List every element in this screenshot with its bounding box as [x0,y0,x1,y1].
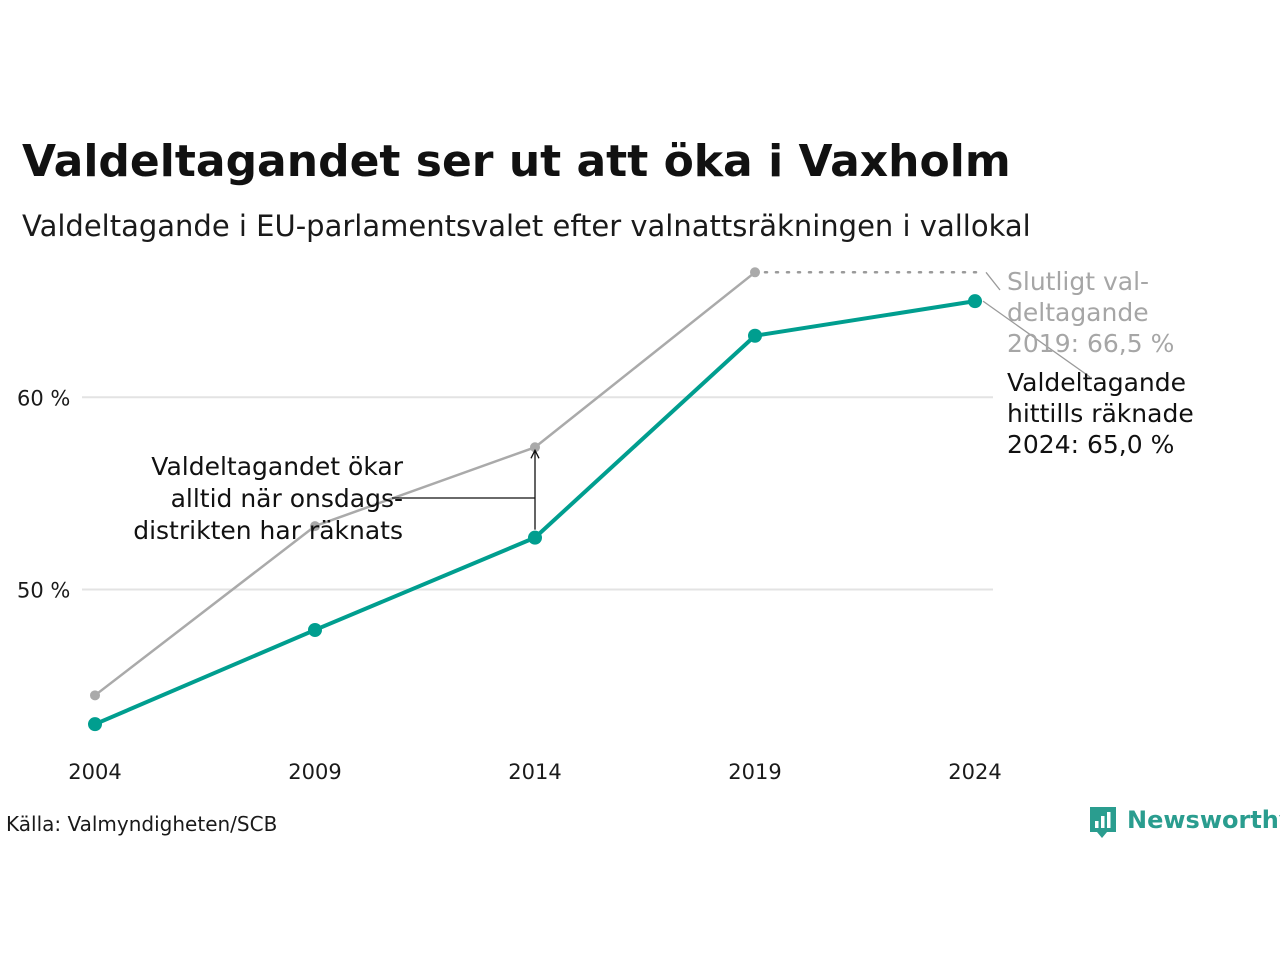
final-2019-label-line: deltagande [1007,298,1149,327]
final-turnout-point [530,442,540,453]
annotations: Slutligt val-deltagande 2019: 66,5 % Valde… [133,267,1193,545]
x-tick-label: 2014 [508,760,561,784]
counted-2024-leader [982,300,1091,378]
counted-2024-label-line: 2024: 65,0 % [1007,430,1174,459]
series-layer [88,267,982,732]
counted-turnout-point [968,294,982,309]
counted-2024-label-line: hittills räknade [1007,399,1194,428]
gap-arrow-head [530,448,540,459]
counted-2024-label: Valdeltagande hittills räknade 2024: 65,0 … [1007,368,1194,459]
y-axis-ticks: 50 % 60 % [17,386,70,602]
x-tick-label: 2024 [948,760,1001,784]
gap-note-label: Valdeltagandet ökar alltid när onsdags-di… [133,452,403,545]
counted-turnout-point [88,717,102,732]
counted-turnout-point [308,622,322,637]
x-axis-ticks: 2004 2009 2014 2019 2024 [68,760,1001,784]
final-2019-label-line: Slutligt val- [1007,267,1149,296]
counted-2024-label-line: Valdeltagande [1007,368,1186,397]
x-tick-label: 2019 [728,760,781,784]
y-tick-label: 50 % [17,579,70,603]
brand-logo[interactable]: Newsworthy [1090,806,1280,838]
counted-turnout-point [528,530,542,545]
chart-title: Valdeltagandet ser ut att öka i Vaxholm [22,136,1011,187]
final-turnout-line [94,271,756,697]
final-turnout-point [750,267,760,278]
x-tick-label: 2004 [68,760,121,784]
final-2019-label: Slutligt val-deltagande 2019: 66,5 % [1007,267,1174,358]
y-tick-label: 60 % [17,386,70,410]
counted-turnout-point [748,328,762,343]
x-tick-label: 2009 [288,760,341,784]
final-turnout-point [310,521,320,532]
gap-note-label-line: alltid när onsdags- [171,484,403,513]
final-2019-label-line: 2019: 66,5 % [1007,329,1174,358]
brand-name: Newsworthy [1127,806,1280,834]
final-2019-leader [985,271,1001,291]
gap-note-label-line: distrikten har räknats [133,516,403,545]
bar-chart-speech-bubble-icon [1090,807,1116,838]
gap-note-label-line: Valdeltagandet ökar [151,452,403,481]
final-turnout-point [90,690,100,701]
chart-subtitle: Valdeltagande i EU-parlamentsvalet efter… [22,209,1031,243]
source-note: Källa: Valmyndigheten/SCB [6,812,277,836]
